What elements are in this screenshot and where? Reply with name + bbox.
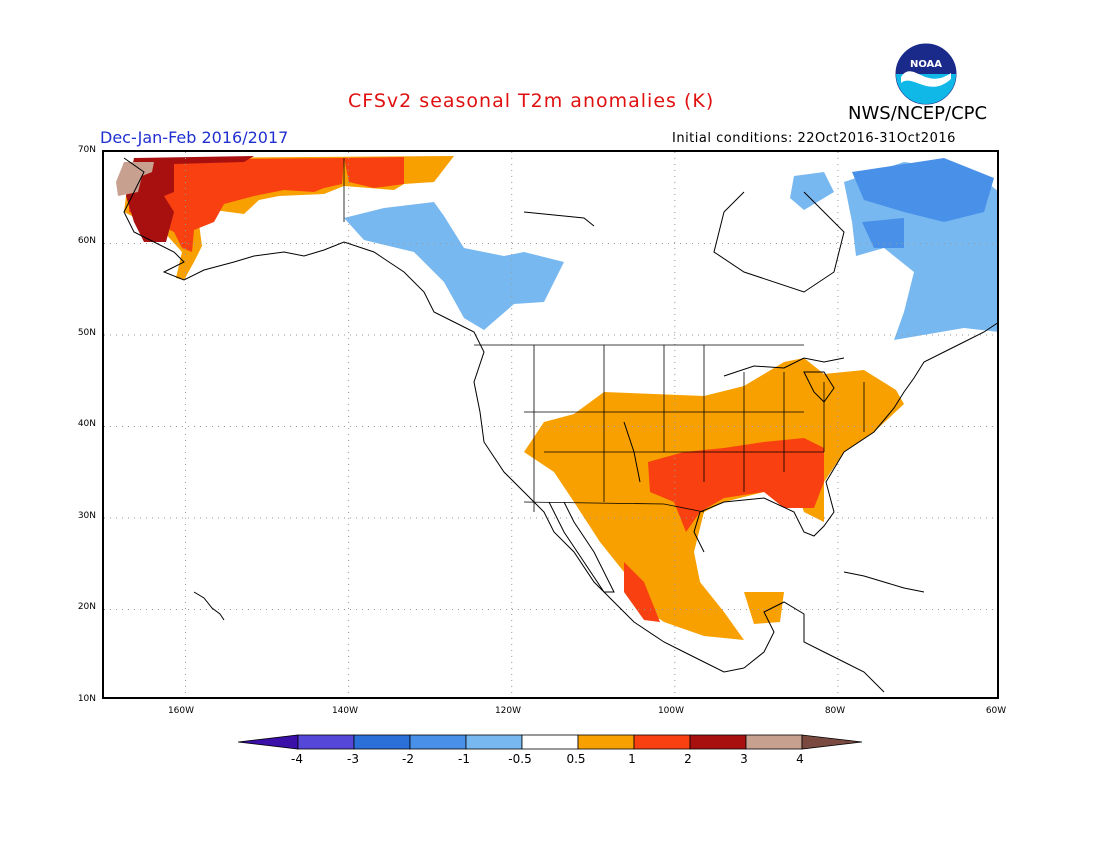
lon-label-120w: 120W [494,706,522,716]
lat-label-50n: 50N [77,328,96,338]
anomaly-south-central-us [648,438,824,532]
anomaly-yucatan [744,592,784,624]
colorbar-segment-0-5-1 [577,734,635,750]
anomaly-alaska-far-west [126,156,254,242]
anomaly-alaska-north [344,157,404,188]
colorbar-label-2: 2 [684,752,692,766]
colorbar [238,734,862,750]
colorbar-label-minus4: -4 [291,752,303,766]
lon-label-60w: 60W [985,706,1007,716]
colorbar-label-minus2: -2 [402,752,414,766]
colorbar-segment-minus0-5-0-5 [521,734,579,750]
colorbar-label-minus3: -3 [347,752,359,766]
colorbar-segment-minus2-minus1 [409,734,467,750]
anomaly-labrador-south [862,218,904,248]
anomaly-alaska-west [129,158,344,252]
lat-label-70n: 70N [77,145,96,155]
lon-label-160w: 160W [167,706,195,716]
colorbar-segment-minus1-minus0-5 [465,734,523,750]
lat-label-30n: 30N [77,511,96,521]
anomaly-labrador-north [852,158,994,222]
political-boundaries [343,158,865,513]
lat-label-20n: 20N [77,602,96,612]
map-title: CFSv2 seasonal T2m anomalies (K) [348,90,715,112]
colorbar-segment-gt-4 [801,734,862,750]
anomaly-mexico-red [624,562,660,622]
anomaly-map [102,150,999,699]
lon-label-140w: 140W [331,706,359,716]
colorbar-label-4: 4 [796,752,804,766]
lat-label-40n: 40N [77,419,96,429]
period-label: Dec-Jan-Feb 2016/2017 [100,128,289,147]
colorbar-label-0-5: 0.5 [566,752,586,766]
organization-label: NWS/NCEP/CPC [848,103,988,124]
colorbar-segment-3-4 [745,734,803,750]
anomaly-eastern-canada [790,172,834,210]
lon-label-80w: 80W [824,706,846,716]
anomaly-western-canada [344,202,564,330]
colorbar-segment-minus3-minus2 [353,734,411,750]
colorbar-label-3: 3 [740,752,748,766]
lat-label-60n: 60N [77,236,96,246]
lon-label-100w: 100W [657,706,685,716]
coastlines [123,157,997,693]
noaa-logo-icon: NOAA [895,43,957,105]
colorbar-segment-lt-minus4 [238,734,299,750]
anomaly-alaska-extreme [116,162,154,196]
colorbar-label-minus0-5: -0.5 [508,752,532,766]
anomaly-shading [116,156,997,640]
colorbar-segment-2-3 [689,734,747,750]
colorbar-segment-minus4-minus3 [297,734,355,750]
colorbar-label-minus1: -1 [458,752,470,766]
lat-label-10n: 10N [77,694,96,704]
colorbar-segment-1-2 [633,734,691,750]
initial-conditions-label: Initial conditions: 22Oct2016-31Oct2016 [672,131,956,146]
colorbar-label-1: 1 [628,752,636,766]
map-canvas [104,152,997,697]
logo-text: NOAA [910,59,942,70]
